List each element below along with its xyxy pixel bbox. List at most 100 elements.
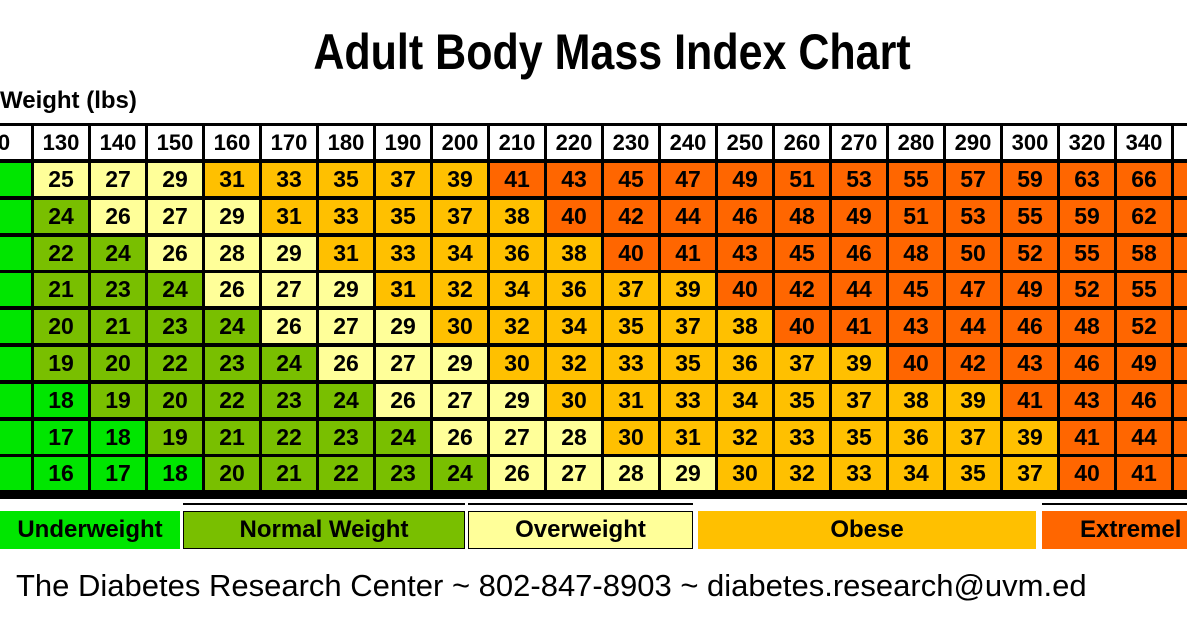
weight-header: 240 — [661, 126, 715, 159]
bmi-cell: 43 — [547, 163, 601, 196]
bmi-cell — [0, 383, 31, 417]
bmi-cell: 32 — [490, 310, 544, 344]
bmi-cell: 55 — [1003, 199, 1057, 233]
bmi-cell: 31 — [376, 273, 430, 307]
bmi-cell: 34 — [433, 236, 487, 270]
bmi-cell: 49 — [832, 199, 886, 233]
bmi-cell: 49 — [1117, 347, 1171, 380]
bmi-cell: 27 — [376, 347, 430, 380]
bmi-cell — [0, 310, 31, 344]
bmi-cell: 21 — [91, 310, 145, 344]
bmi-cell: 45 — [775, 236, 829, 270]
bmi-cell: 19 — [91, 383, 145, 417]
bmi-cell: 53 — [946, 199, 1000, 233]
weight-header: 0 — [0, 126, 31, 159]
bmi-cell: 22 — [262, 420, 316, 454]
bmi-cell: 27 — [319, 310, 373, 344]
bmi-cell: 44 — [946, 310, 1000, 344]
bmi-cell: 23 — [319, 420, 373, 454]
bmi-cell: 16 — [34, 457, 88, 491]
bmi-cell: 34 — [490, 273, 544, 307]
bmi-cell: 27 — [148, 199, 202, 233]
bmi-cell: 38 — [547, 236, 601, 270]
bmi-cell: 23 — [91, 273, 145, 307]
bmi-cell: 42 — [775, 273, 829, 307]
bmi-cell: 42 — [946, 347, 1000, 380]
bmi-cell: 24 — [148, 273, 202, 307]
bmi-cell: 37 — [604, 273, 658, 307]
bmi-table: 0 130 140 150 160 170 180 190 200 210 220 230 240 250… — [0, 123, 1187, 499]
bmi-cell: 40 — [1060, 457, 1114, 491]
weight-header: 210 — [490, 126, 544, 159]
weight-header: 130 — [34, 126, 88, 159]
bmi-cell: 35 — [604, 310, 658, 344]
bmi-cell: 66 — [1174, 199, 1187, 233]
bmi-cell: 39 — [946, 383, 1000, 417]
weight-header: 290 — [946, 126, 1000, 159]
bmi-cell: 55 — [889, 163, 943, 196]
bmi-cell: 28 — [205, 236, 259, 270]
bmi-cell: 53 — [832, 163, 886, 196]
bmi-cell: 46 — [832, 236, 886, 270]
weight-header: 170 — [262, 126, 316, 159]
weight-header: 190 — [376, 126, 430, 159]
bmi-cell: 23 — [148, 310, 202, 344]
bmi-cell: 24 — [433, 457, 487, 491]
bmi-cell: 47 — [661, 163, 715, 196]
bmi-cell: 33 — [661, 383, 715, 417]
bmi-cell: 55 — [1060, 236, 1114, 270]
bmi-cell: 26 — [376, 383, 430, 417]
bmi-cell: 38 — [490, 199, 544, 233]
bmi-cell: 48 — [889, 236, 943, 270]
bmi-cell: 37 — [1003, 457, 1057, 491]
bmi-cell: 20 — [34, 310, 88, 344]
bmi-cell: 36 — [490, 236, 544, 270]
bmi-cell: 46 — [1117, 383, 1171, 417]
bmi-cell: 63 — [1060, 163, 1114, 196]
weight-header: 230 — [604, 126, 658, 159]
weight-axis-label: Weight (lbs) — [0, 87, 137, 114]
bmi-cell: 36 — [547, 273, 601, 307]
bmi-cell: 20 — [148, 383, 202, 417]
bmi-cell: 34 — [889, 457, 943, 491]
bmi-cell: 36 — [889, 420, 943, 454]
bmi-cell: 30 — [490, 347, 544, 380]
bmi-cell: 70 — [1174, 163, 1187, 196]
footer-contact: The Diabetes Research Center ~ 802-847-8… — [16, 568, 1087, 603]
legend-label: Obese — [830, 516, 904, 543]
bmi-cell: 40 — [604, 236, 658, 270]
bmi-cell: 21 — [262, 457, 316, 491]
bmi-cell: 24 — [91, 236, 145, 270]
bmi-cell: 62 — [1174, 236, 1187, 270]
bmi-cell: 27 — [433, 383, 487, 417]
bmi-cell: 37 — [775, 347, 829, 380]
bmi-cell: 35 — [661, 347, 715, 380]
bmi-cell: 22 — [148, 347, 202, 380]
bmi-cell: 29 — [148, 163, 202, 196]
bmi-cell: 52 — [1060, 273, 1114, 307]
bmi-cell: 29 — [262, 236, 316, 270]
bmi-cell: 32 — [547, 347, 601, 380]
bmi-cell: 51 — [775, 163, 829, 196]
bmi-cell: 48 — [1060, 310, 1114, 344]
bmi-cell: 37 — [832, 383, 886, 417]
bmi-cell: 44 — [661, 199, 715, 233]
bmi-cell — [0, 163, 31, 196]
bmi-cell: 39 — [832, 347, 886, 380]
bmi-cell: 30 — [433, 310, 487, 344]
bmi-cell: 51 — [889, 199, 943, 233]
bmi-cell: 43 — [1003, 347, 1057, 380]
bmi-cell: 29 — [376, 310, 430, 344]
bmi-cell: 24 — [376, 420, 430, 454]
bmi-cell: 37 — [376, 163, 430, 196]
bmi-cell: 30 — [604, 420, 658, 454]
bmi-cell: 31 — [604, 383, 658, 417]
legend-extremely-obese: Extremel — [1042, 511, 1187, 549]
bmi-cell: 59 — [1003, 163, 1057, 196]
weight-header: 160 — [205, 126, 259, 159]
bmi-cell: 34 — [718, 383, 772, 417]
bmi-cell: 41 — [1117, 457, 1171, 491]
bmi-cell: 24 — [262, 347, 316, 380]
bmi-cell: 18 — [148, 457, 202, 491]
bmi-cell: 35 — [376, 199, 430, 233]
